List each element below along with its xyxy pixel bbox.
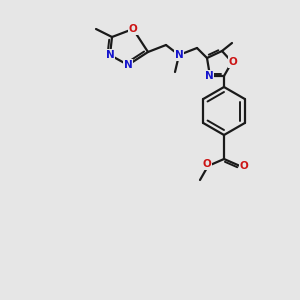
Text: O: O <box>240 161 248 171</box>
Text: N: N <box>124 60 132 70</box>
Text: N: N <box>175 50 183 60</box>
Text: N: N <box>205 71 213 81</box>
Text: O: O <box>202 159 211 169</box>
Text: O: O <box>229 57 237 67</box>
Text: N: N <box>106 50 114 60</box>
Text: O: O <box>129 24 137 34</box>
